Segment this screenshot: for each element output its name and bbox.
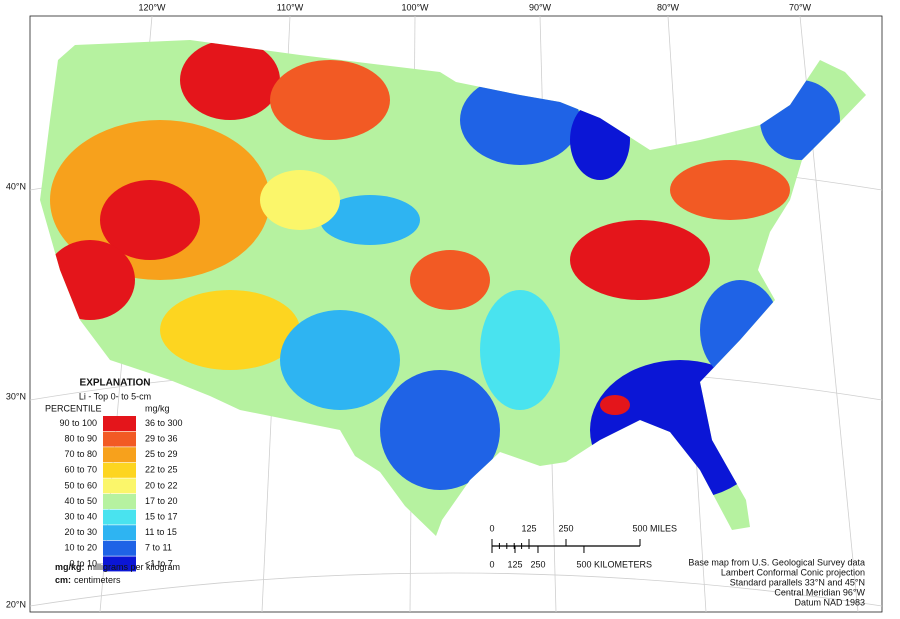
legend-swatch xyxy=(103,509,136,525)
longitude-label: 90°W xyxy=(529,2,552,12)
range-label: 20 to 22 xyxy=(145,480,178,490)
scale-tick-label: 0 xyxy=(489,559,494,569)
credit-line: Datum NAD 1983 xyxy=(794,597,865,607)
range-label: <1 to 7 xyxy=(145,558,173,568)
percentile-label: 30 to 40 xyxy=(64,511,97,521)
percentile-label: 90 to 100 xyxy=(59,418,97,428)
footnote-definition: milligrams per kilogram xyxy=(88,562,181,572)
footnote: mg/kg: milligrams per kilogram xyxy=(55,562,180,572)
longitude-label: 120°W xyxy=(138,2,166,12)
percentile-label: 70 to 80 xyxy=(64,449,97,459)
range-label: 11 to 15 xyxy=(145,527,177,537)
longitude-label: 100°W xyxy=(401,2,429,12)
scale-tick-label: 500 xyxy=(632,523,647,533)
scale-tick-label: 0 xyxy=(489,523,494,533)
credit-line: Central Meridian 96°W xyxy=(774,587,865,597)
longitude-label: 110°W xyxy=(277,2,304,12)
credit-line: Standard parallels 33°N and 45°N xyxy=(730,577,865,587)
legend-swatch xyxy=(103,525,136,541)
footnote-term: cm: xyxy=(55,575,71,585)
credits: Base map from U.S. Geological Survey dat… xyxy=(688,557,865,607)
percentile-label: 40 to 50 xyxy=(64,496,97,506)
percentile-label: 60 to 70 xyxy=(64,465,97,475)
scale-tick-label: 125 xyxy=(507,559,522,569)
footnote-term: mg/kg: xyxy=(55,562,85,572)
legend-swatch xyxy=(103,478,136,494)
legend: EXPLANATION Li - Top 0- to 5-cm PERCENTI… xyxy=(45,378,183,572)
legend-swatch xyxy=(103,540,136,556)
legend-subtitle: Li - Top 0- to 5-cm xyxy=(79,391,151,401)
range-label: 15 to 17 xyxy=(145,511,178,521)
value-header: mg/kg xyxy=(145,403,170,413)
footnote: cm: centimeters xyxy=(55,575,121,585)
credit-line: Lambert Conformal Conic projection xyxy=(721,567,865,577)
percentile-label: 20 to 30 xyxy=(64,527,97,537)
scale-tick-label: 250 xyxy=(530,559,545,569)
percentile-header: PERCENTILE xyxy=(45,403,102,413)
range-label: 7 to 11 xyxy=(145,543,172,553)
legend-swatch xyxy=(103,447,136,463)
map-labels: 120°W 110°W 100°W 90°W 80°W 70°W 40°N 30°N 20°N xyxy=(6,2,812,609)
scale-tick-label: 250 xyxy=(558,523,573,533)
percentile-label: 50 to 60 xyxy=(64,480,97,490)
percentile-label: 10 to 20 xyxy=(64,543,97,553)
scale-unit: MILES xyxy=(650,523,677,533)
range-label: 36 to 300 xyxy=(145,418,183,428)
footnote-definition: centimeters xyxy=(74,575,121,585)
scale-tick-label: 500 xyxy=(576,559,591,569)
legend-swatch xyxy=(103,494,136,509)
range-label: 22 to 25 xyxy=(145,465,178,475)
longitude-label: 70°W xyxy=(789,2,812,12)
legend-swatch xyxy=(103,416,136,431)
range-label: 17 to 20 xyxy=(145,496,178,506)
scale-tick-label: 125 xyxy=(521,523,536,533)
longitude-label: 80°W xyxy=(657,2,680,12)
footnotes: mg/kg: milligrams per kilogram cm: centimet… xyxy=(55,562,180,585)
range-label: 25 to 29 xyxy=(145,449,178,459)
latitude-label: 40°N xyxy=(6,181,26,191)
legend-title: EXPLANATION xyxy=(80,378,151,389)
scale-unit: KILOMETERS xyxy=(594,559,652,569)
percentile-label: 0 to 10 xyxy=(69,558,97,568)
latitude-label: 20°N xyxy=(6,599,26,609)
legend-swatch xyxy=(103,556,136,572)
range-label: 29 to 36 xyxy=(145,433,178,443)
legend-swatch xyxy=(103,431,136,447)
percentile-label: 80 to 90 xyxy=(64,433,97,443)
credit-line: Base map from U.S. Geological Survey dat… xyxy=(688,557,865,567)
map-frame xyxy=(29,15,883,613)
legend-swatch xyxy=(103,462,136,478)
latitude-label: 30°N xyxy=(6,391,26,401)
